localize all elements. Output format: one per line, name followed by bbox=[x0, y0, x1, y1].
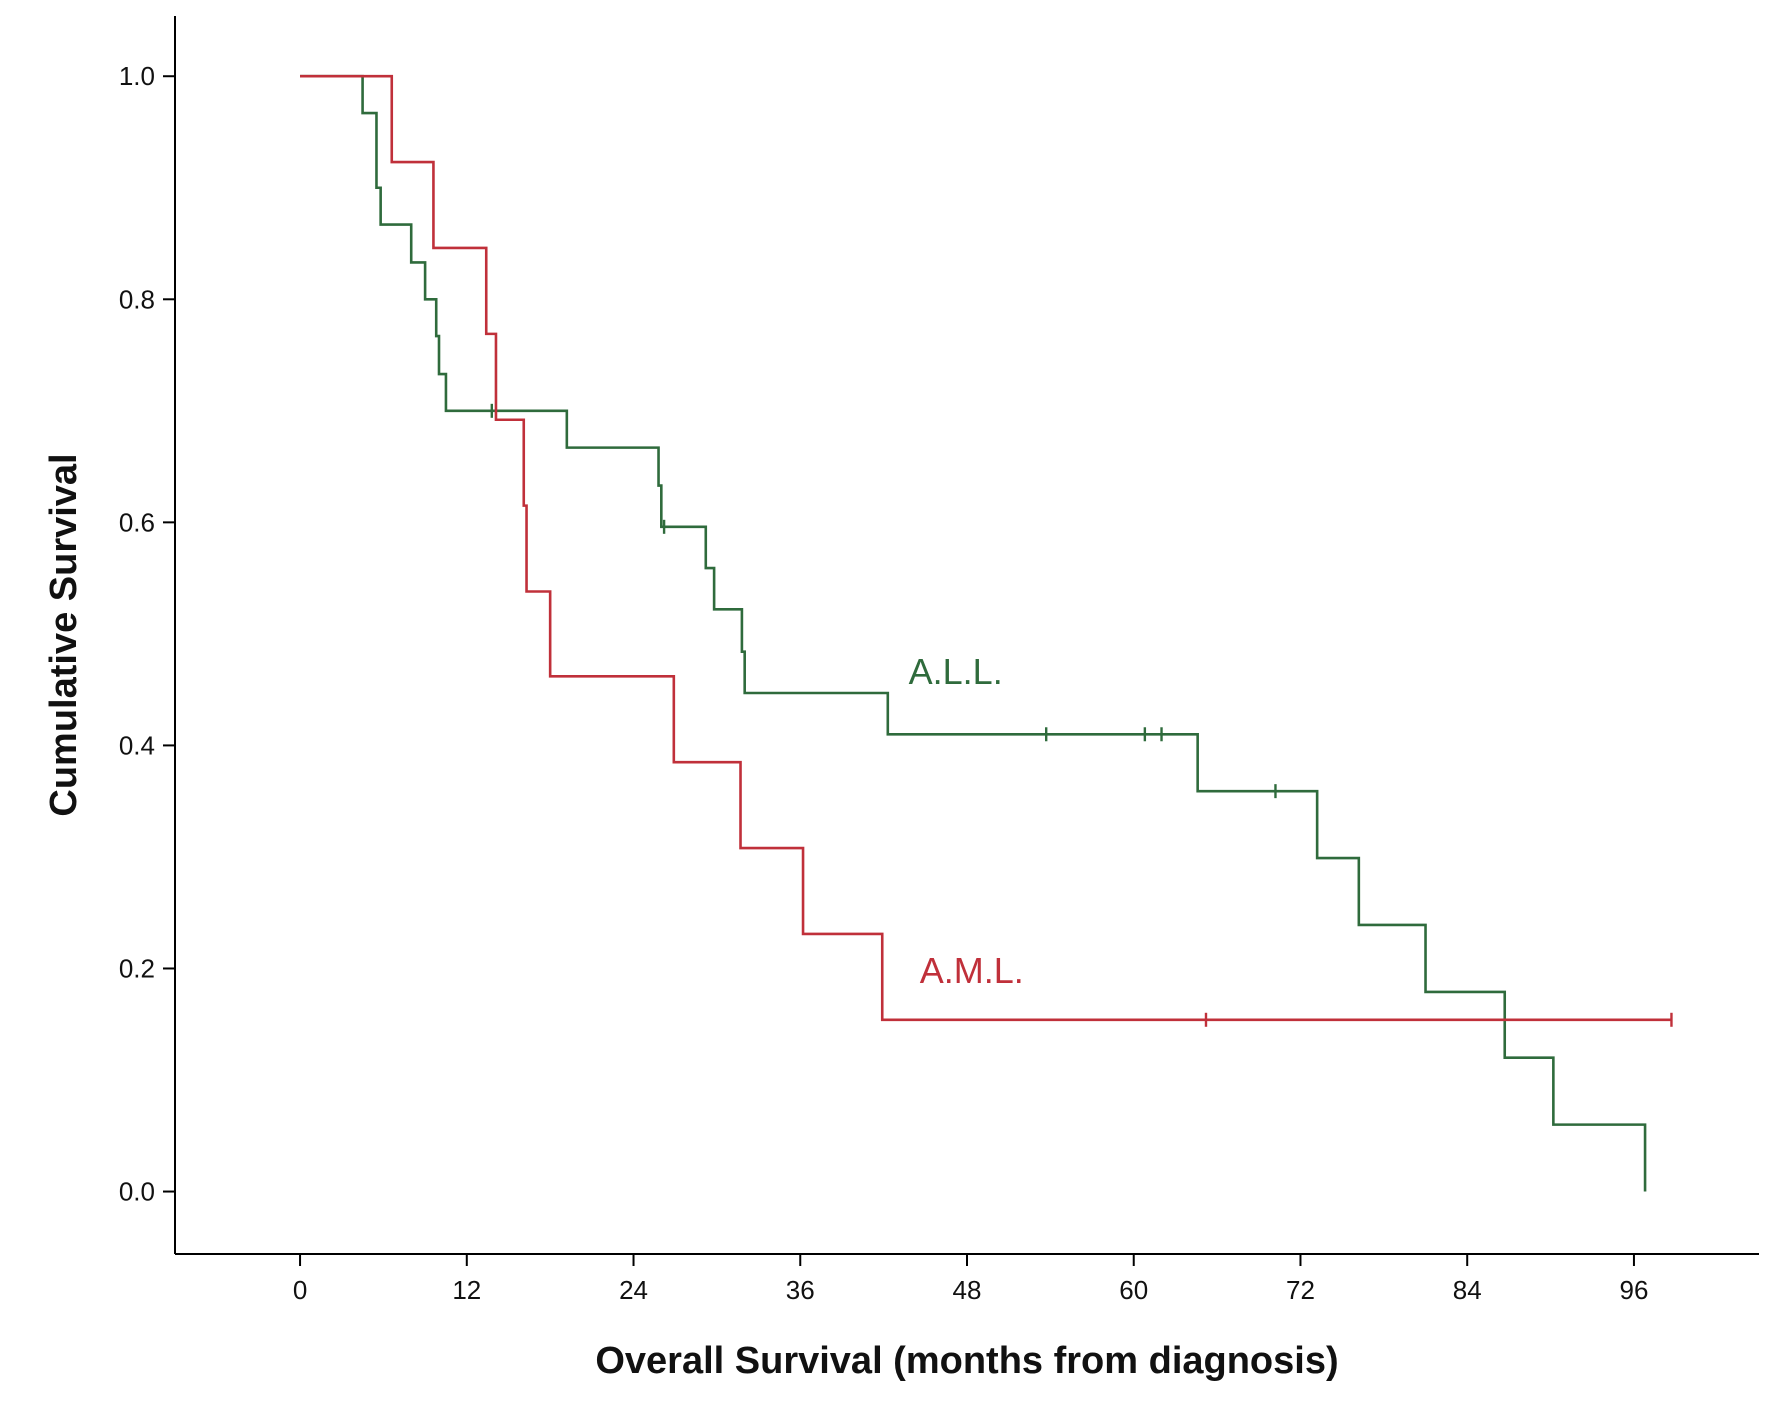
series-line-0 bbox=[300, 74, 1647, 1192]
y-tick-label-0: 0.0 bbox=[119, 1177, 155, 1207]
y-tick-label-1: 0.2 bbox=[119, 953, 155, 983]
x-tick-label-48: 48 bbox=[953, 1275, 982, 1305]
y-tick-label-3: 0.6 bbox=[119, 507, 155, 537]
x-axis-title: Overall Survival (months from diagnosis) bbox=[595, 1340, 1338, 1382]
x-tick-label-12: 12 bbox=[452, 1275, 481, 1305]
axes bbox=[174, 16, 1759, 1255]
series-label-0: A.L.L. bbox=[909, 651, 1003, 692]
x-tick-label-84: 84 bbox=[1453, 1275, 1482, 1305]
x-ticks: 0 12 24 36 48 60 72 84 96 bbox=[293, 1254, 1648, 1305]
x-tick-label-0: 0 bbox=[293, 1275, 307, 1305]
x-tick-label-72: 72 bbox=[1286, 1275, 1315, 1305]
annotation-layer: A.L.L. A.M.L. bbox=[909, 651, 1024, 991]
x-tick-label-36: 36 bbox=[786, 1275, 815, 1305]
x-tick-label-24: 24 bbox=[619, 1275, 648, 1305]
y-tick-label-5: 1.0 bbox=[119, 61, 155, 91]
series-1 bbox=[300, 74, 1673, 1027]
y-tick-label-2: 0.4 bbox=[119, 730, 155, 760]
y-tick-label-4: 0.8 bbox=[119, 284, 155, 314]
series-line-1 bbox=[300, 74, 1672, 1022]
x-tick-label-96: 96 bbox=[1619, 1275, 1648, 1305]
y-ticks: 0.0 0.2 0.4 0.6 0.8 1.0 bbox=[119, 61, 175, 1207]
series-label-1: A.M.L. bbox=[920, 950, 1024, 991]
x-tick-label-60: 60 bbox=[1119, 1275, 1148, 1305]
series-0 bbox=[300, 74, 1647, 1192]
series-layer bbox=[300, 74, 1673, 1192]
y-axis-title: Cumulative Survival bbox=[43, 453, 85, 816]
